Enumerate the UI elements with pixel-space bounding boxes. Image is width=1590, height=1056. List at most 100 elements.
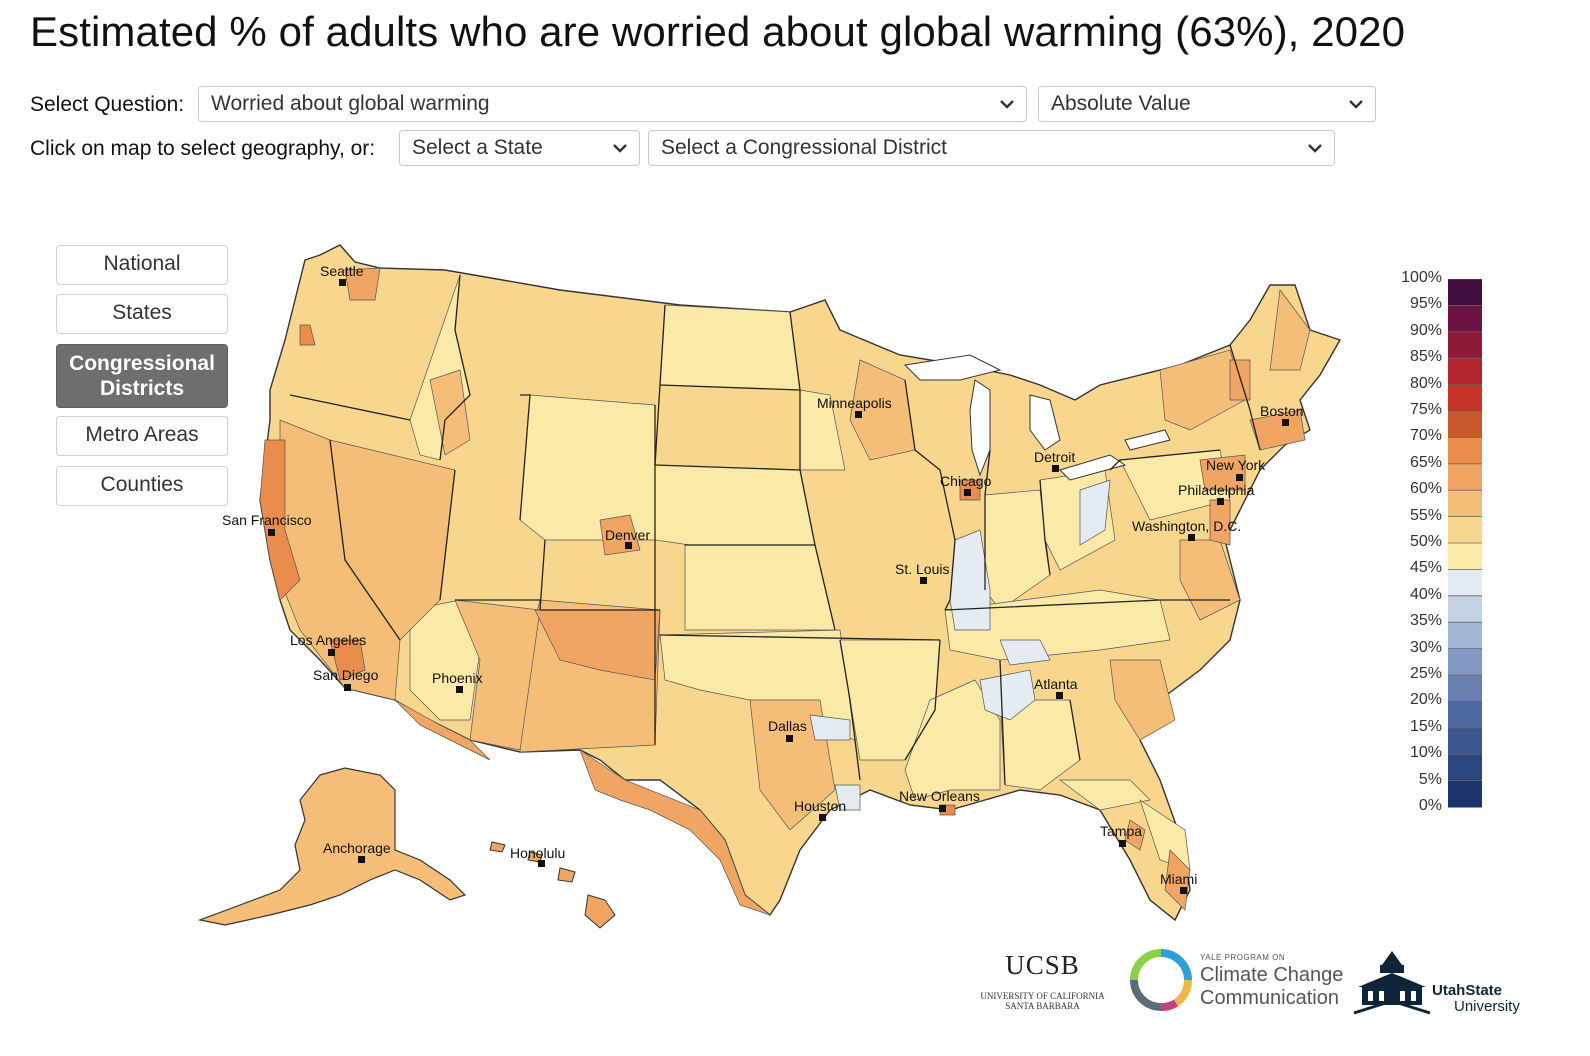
svg-text:Minneapolis: Minneapolis [817, 395, 892, 411]
state-select[interactable]: Select a State [399, 130, 640, 166]
svg-text:Chicago: Chicago [940, 473, 992, 489]
legend-color-bar [1448, 279, 1482, 808]
usu-building-icon [1353, 951, 1431, 1015]
legend-label: 65% [1409, 453, 1442, 471]
chevron-down-icon [1308, 144, 1322, 153]
legend-swatch [1448, 569, 1482, 597]
geo-button-congressional-districts[interactable]: Congressional Districts [56, 344, 228, 408]
state-borders [289, 274, 1261, 786]
city-san-diego: San Diego [313, 667, 379, 691]
city-detroit: Detroit [1034, 449, 1075, 472]
yale-logo-line2: Communication [1200, 987, 1339, 1009]
legend-swatch [1448, 622, 1482, 650]
legend-label: 5% [1418, 770, 1442, 788]
svg-text:New York: New York [1206, 457, 1266, 473]
city-boston: Boston [1260, 403, 1304, 426]
city-anchorage: Anchorage [323, 840, 391, 863]
question-select-value: Worried about global warming [211, 92, 490, 115]
legend-label: 80% [1409, 374, 1442, 392]
legend-label: 95% [1409, 295, 1442, 313]
legend-label: 15% [1409, 717, 1442, 735]
svg-text:Houston: Houston [794, 798, 846, 814]
city-los-angeles: Los Angeles [290, 632, 366, 656]
legend-label: 35% [1409, 612, 1442, 630]
legend-label: 55% [1409, 506, 1442, 524]
orange-districts[interactable] [344, 267, 1306, 916]
legend-swatch [1448, 437, 1482, 465]
city-san-francisco: San Francisco [222, 512, 312, 536]
svg-text:Anchorage: Anchorage [323, 840, 391, 856]
legend-swatch [1448, 543, 1482, 570]
city-miami: Miami [1160, 871, 1197, 894]
legend-label: 40% [1409, 585, 1442, 603]
legend-label: 70% [1409, 427, 1442, 445]
legend-swatch [1448, 727, 1482, 755]
legend-swatch [1448, 780, 1482, 808]
yale-logo-line1: Climate Change [1200, 964, 1344, 986]
svg-text:Miami: Miami [1160, 871, 1197, 887]
mode-select[interactable]: Absolute Value [1038, 86, 1376, 122]
legend-label: 25% [1409, 665, 1442, 682]
svg-text:Washington, D.C.: Washington, D.C. [1132, 518, 1241, 534]
city-minneapolis: Minneapolis [817, 395, 892, 418]
legend-swatch [1448, 490, 1482, 518]
legend-swatch [1448, 411, 1482, 438]
legend-label: 75% [1409, 401, 1442, 418]
svg-text:Philadelphia: Philadelphia [1178, 482, 1254, 498]
geo-button-national[interactable]: National [56, 245, 228, 285]
city-st-louis: St. Louis [895, 561, 949, 584]
us-district-map[interactable]: Seattle San Francisco Los Angeles San Di… [150, 235, 1350, 945]
svg-text:Denver: Denver [605, 527, 650, 543]
legend-label: 20% [1409, 691, 1442, 709]
svg-text:San Diego: San Diego [313, 667, 379, 683]
city-chicago: Chicago [940, 473, 992, 496]
chevron-down-icon [1000, 100, 1014, 109]
legend-swatch [1448, 384, 1482, 412]
city-dallas: Dallas [768, 718, 807, 742]
legend-label: 10% [1409, 744, 1442, 762]
svg-text:Dallas: Dallas [768, 718, 807, 734]
question-label: Select Question: [30, 93, 185, 116]
legend-swatch [1448, 279, 1482, 306]
state-select-value: Select a State [412, 136, 543, 159]
city-honolulu: Honolulu [510, 845, 565, 867]
geo-button-states[interactable]: States [56, 294, 228, 334]
hawaii-shape[interactable] [489, 841, 616, 929]
legend-swatch [1448, 675, 1482, 702]
city-phoenix: Phoenix [432, 670, 483, 693]
svg-text:Honolulu: Honolulu [510, 845, 565, 861]
city-tampa: Tampa [1100, 823, 1142, 847]
legend-swatch [1448, 701, 1482, 729]
svg-text:Atlanta: Atlanta [1034, 676, 1078, 692]
geo-button-metro-areas[interactable]: Metro Areas [56, 416, 228, 456]
city-denver: Denver [605, 527, 650, 549]
mode-select-value: Absolute Value [1051, 92, 1191, 115]
city-atlanta: Atlanta [1034, 676, 1078, 699]
legend-swatch [1448, 305, 1482, 333]
svg-text:Phoenix: Phoenix [432, 670, 483, 686]
legend-label: 60% [1409, 480, 1442, 498]
ucsb-logo-sub2: SANTA BARBARA [1005, 1001, 1080, 1011]
light-orange-districts[interactable] [279, 289, 1311, 831]
svg-text:Detroit: Detroit [1034, 449, 1075, 465]
light-blue-districts[interactable] [809, 479, 1111, 811]
legend-swatch [1448, 463, 1482, 491]
alaska-shape[interactable] [197, 767, 467, 926]
legend-label: 100% [1401, 269, 1442, 286]
geo-button-counties[interactable]: Counties [56, 466, 228, 506]
chevron-down-icon [613, 144, 627, 153]
city-new-york: New York [1206, 457, 1266, 481]
legend-label: 50% [1409, 533, 1442, 550]
district-select[interactable]: Select a Congressional District [648, 130, 1335, 166]
ucsb-logo: UCSB UNIVERSITY OF CALIFORNIA SANTA BARB… [970, 950, 1115, 1011]
city-philadelphia: Philadelphia [1178, 482, 1254, 505]
legend-label: 30% [1409, 638, 1442, 656]
district-select-value: Select a Congressional District [661, 136, 947, 159]
question-select[interactable]: Worried about global warming [198, 86, 1027, 122]
legend-swatch [1448, 595, 1482, 623]
svg-text:Seattle: Seattle [320, 263, 364, 279]
city-seattle: Seattle [320, 263, 364, 286]
city-markers: Seattle San Francisco Los Angeles San Di… [222, 263, 1304, 894]
ucsb-logo-sub1: UNIVERSITY OF CALIFORNIA [980, 991, 1105, 1001]
chevron-down-icon [1349, 100, 1363, 109]
